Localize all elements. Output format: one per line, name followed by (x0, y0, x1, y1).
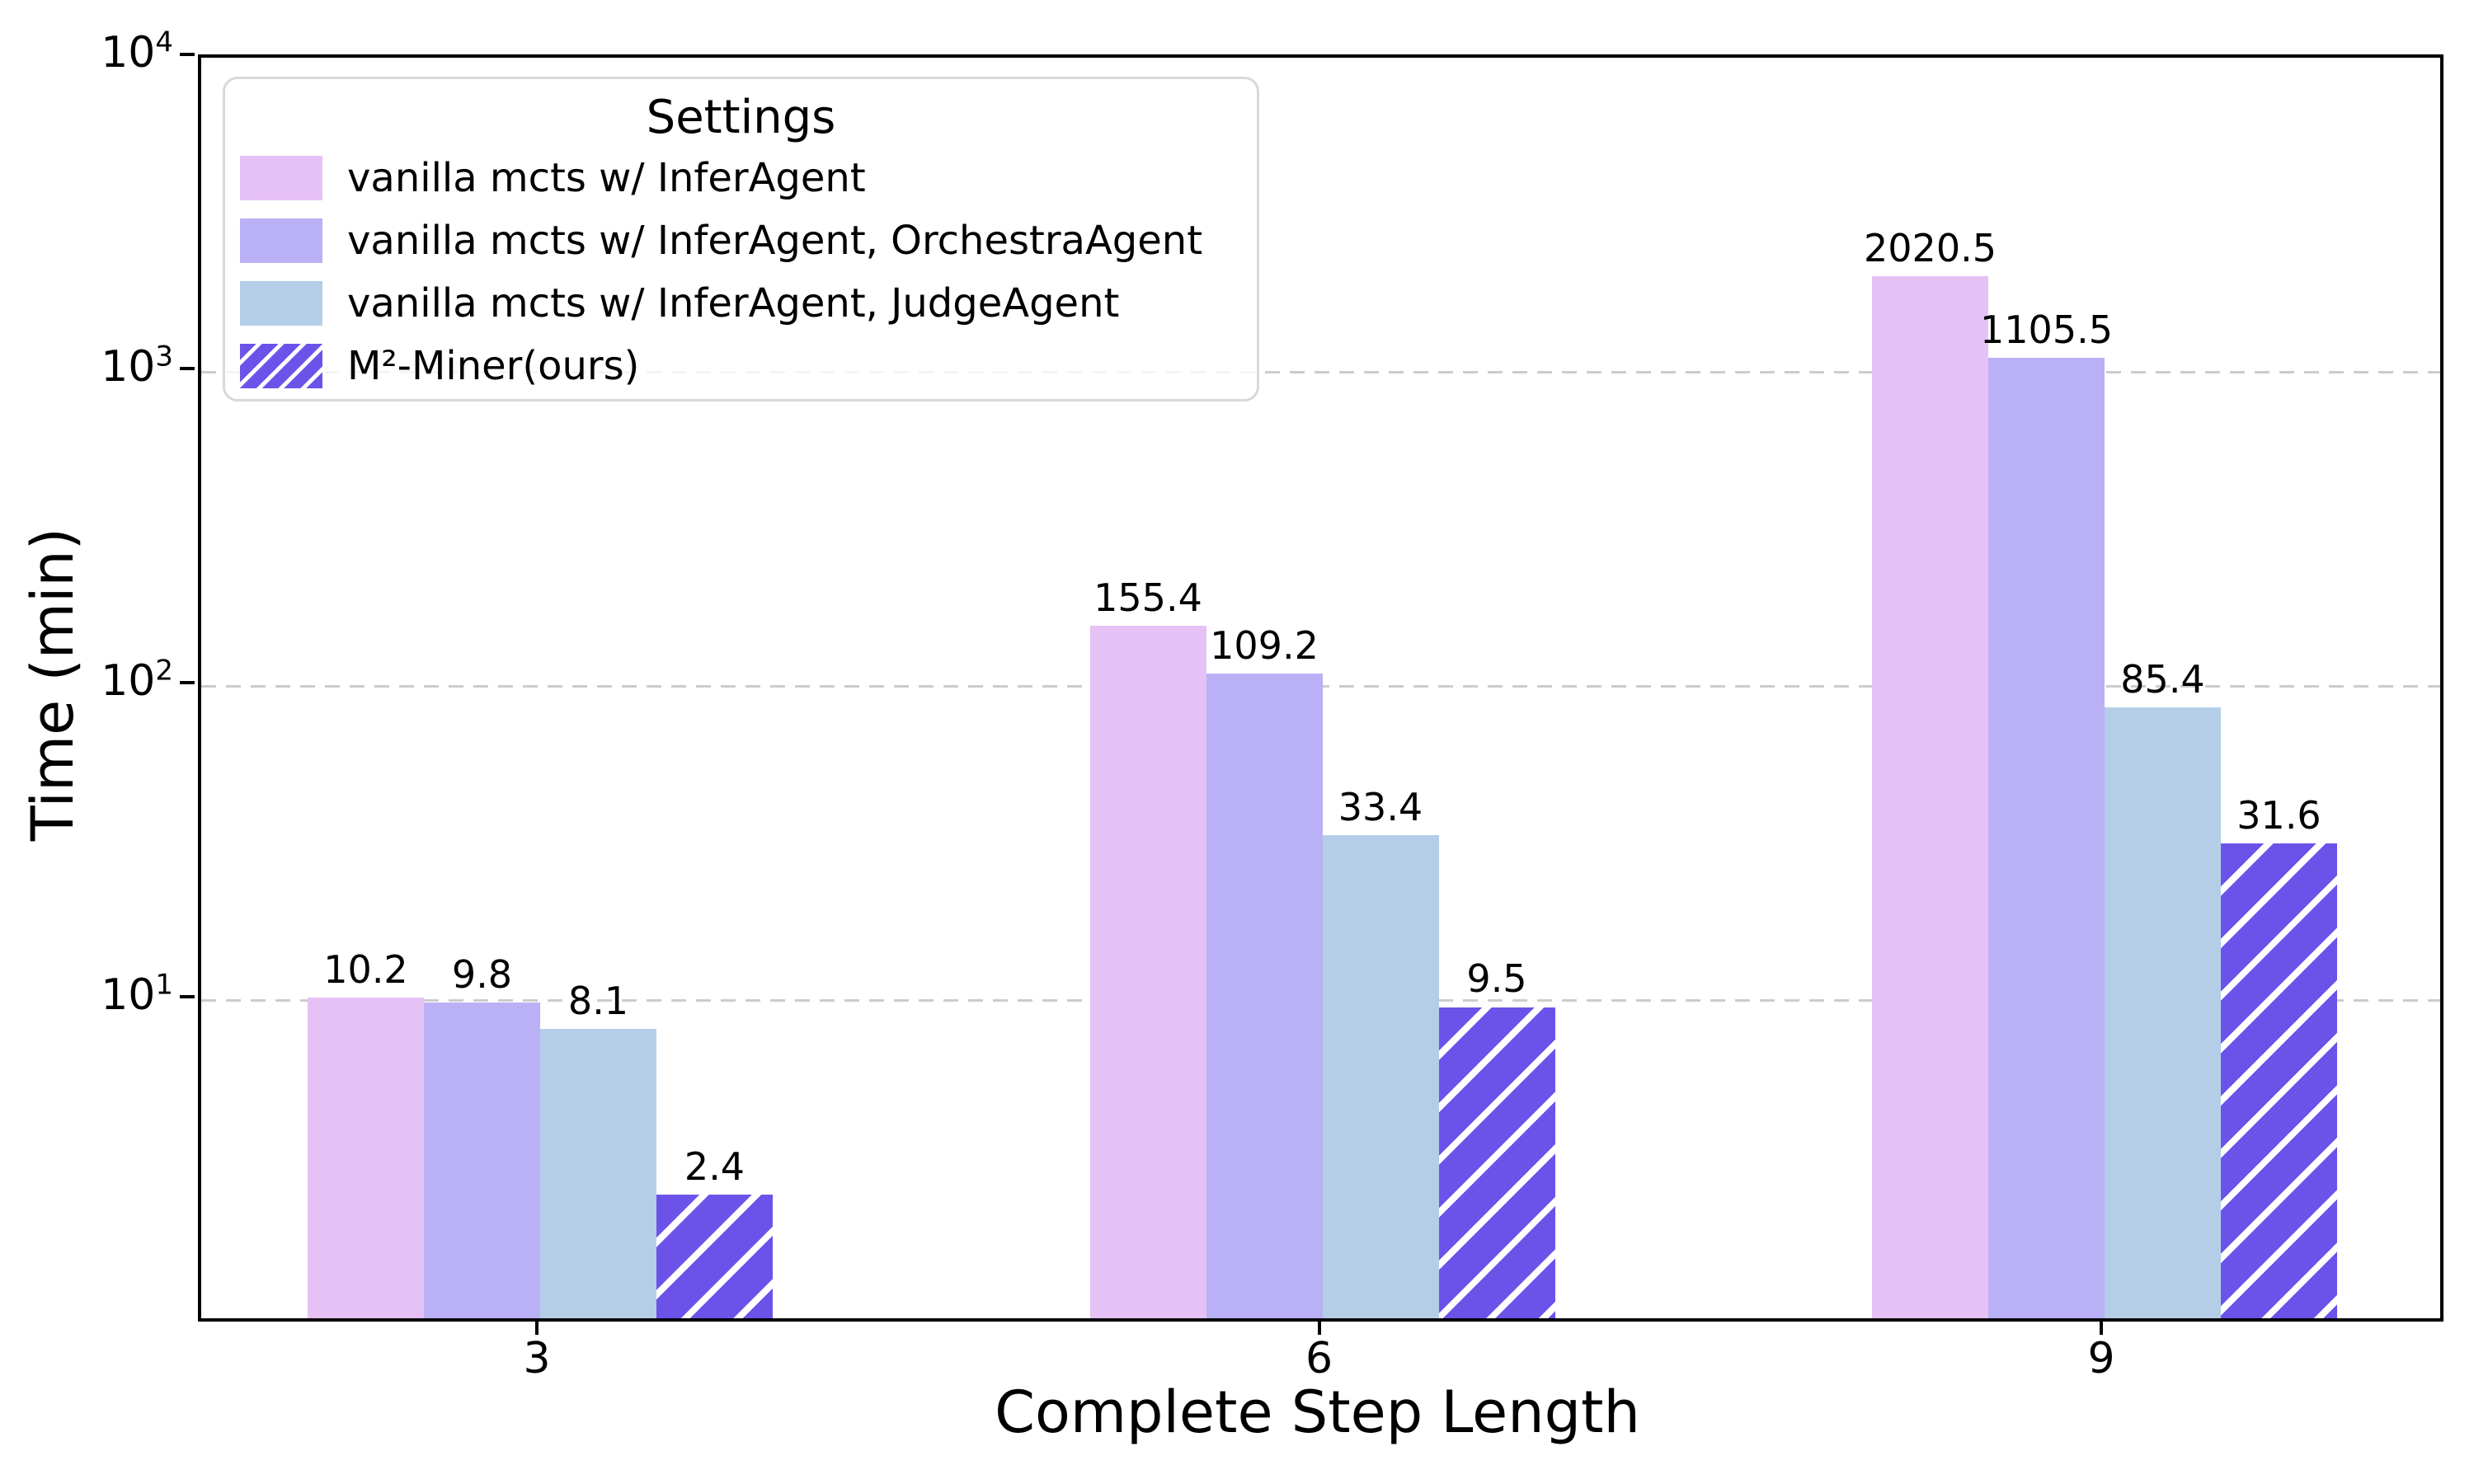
x-axis-label: Complete Step Length (995, 1378, 1640, 1446)
legend-label-3: vanilla mcts w/ InferAgent, JudgeAgent (347, 280, 1120, 326)
bar-series1-group6 (1089, 626, 1206, 1318)
legend-row-1: vanilla mcts w/ InferAgent (225, 147, 1257, 209)
legend-row-4: M²-Miner(ours) (225, 335, 1257, 397)
legend: Settings vanilla mcts w/ InferAgent vanil… (223, 77, 1259, 402)
bar-series3-group6 (1322, 835, 1439, 1318)
bar-series4-group9 (2221, 843, 2337, 1318)
legend-label-2: vanilla mcts w/ InferAgent, OrchestraAge… (347, 218, 1203, 264)
legend-swatch-1 (240, 156, 322, 200)
value-label: 8.1 (567, 978, 629, 1023)
bar-series4-group3 (656, 1195, 773, 1318)
bar-series2-group3 (424, 1003, 540, 1318)
value-label: 10.2 (323, 946, 408, 992)
bar-series2-group9 (1988, 358, 2105, 1318)
legend-label-1: vanilla mcts w/ InferAgent (347, 155, 866, 201)
bar-series3-group9 (2105, 707, 2221, 1318)
value-label: 1105.5 (1980, 308, 2113, 353)
x-tick-6 (1317, 1318, 1321, 1335)
value-label: 109.2 (1210, 623, 1319, 669)
y-tick-label-10e2: 102 (101, 654, 173, 706)
bar-series1-group3 (308, 997, 424, 1318)
x-tick-label-3: 3 (523, 1334, 551, 1383)
plot-area: 10.2 155.4 2020.5 9.8 109.2 1105.5 8.1 33.4 85.4… (198, 54, 2443, 1322)
y-tick-label-10e4: 104 (101, 26, 173, 77)
y-gridline-10e3 (201, 371, 2440, 373)
legend-swatch-3 (240, 281, 322, 326)
legend-label-4: M²-Miner(ours) (347, 343, 640, 389)
legend-row-2: vanilla mcts w/ InferAgent, OrchestraAge… (225, 209, 1257, 272)
bar-series3-group3 (540, 1028, 656, 1318)
bar-series1-group9 (1872, 275, 1988, 1318)
legend-swatch-4 (240, 344, 322, 388)
bar-series2-group6 (1206, 674, 1323, 1318)
value-label: 9.8 (451, 952, 513, 998)
x-tick-3 (535, 1318, 539, 1335)
y-tick-label-10e1: 101 (101, 968, 173, 1020)
legend-rows: vanilla mcts w/ InferAgent vanilla mcts w… (225, 147, 1257, 397)
value-label: 33.4 (1338, 785, 1423, 830)
y-tick-10e4 (180, 53, 195, 56)
x-tick-9 (2100, 1318, 2103, 1335)
x-tick-label-9: 9 (2087, 1334, 2115, 1383)
x-tick-label-6: 6 (1305, 1334, 1333, 1383)
y-tick-label-10e3: 103 (101, 340, 173, 392)
y-tick-10e1 (180, 995, 195, 998)
y-axis-label: Time (min) (19, 527, 87, 842)
value-label: 2.4 (684, 1144, 745, 1190)
y-tick-10e2 (180, 681, 195, 684)
value-label: 31.6 (2236, 792, 2321, 838)
legend-row-3: vanilla mcts w/ InferAgent, JudgeAgent (225, 272, 1257, 335)
value-label: 2020.5 (1864, 225, 1997, 270)
bar-series4-group6 (1438, 1007, 1555, 1318)
value-label: 155.4 (1094, 575, 1202, 621)
y-tick-10e3 (180, 367, 195, 370)
legend-swatch-2 (240, 218, 322, 263)
legend-title: Settings (646, 91, 836, 144)
value-label: 9.5 (1466, 956, 1527, 1002)
value-label: 85.4 (2120, 657, 2205, 702)
